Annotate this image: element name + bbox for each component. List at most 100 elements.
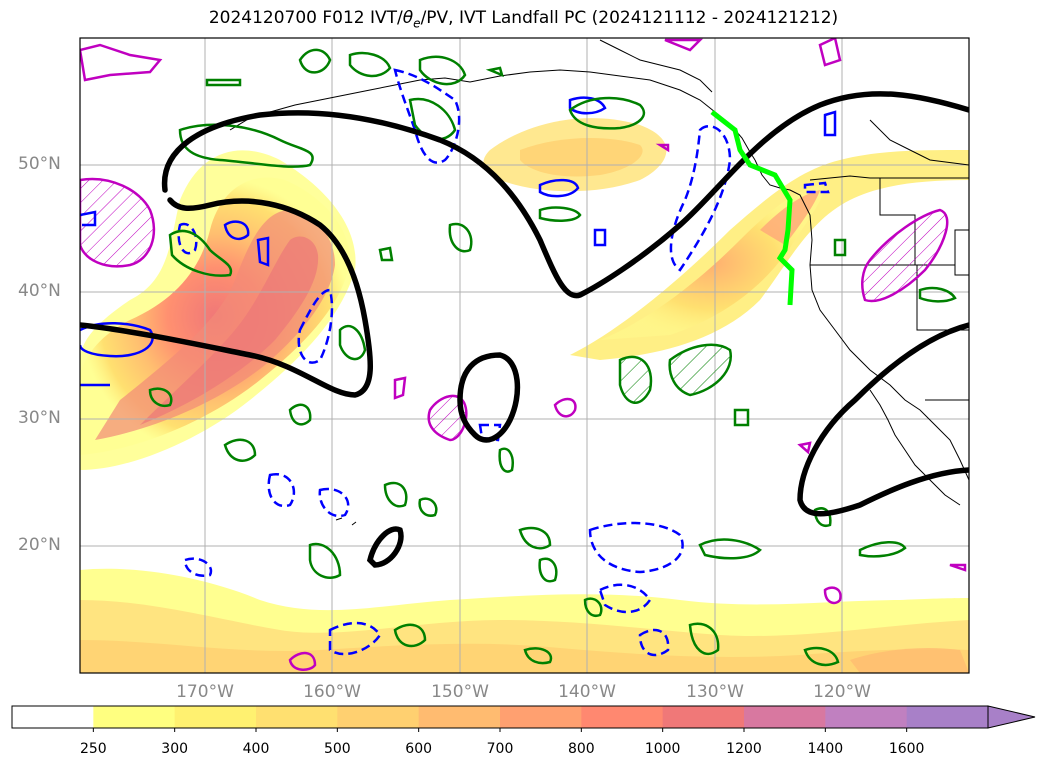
green-contour <box>733 408 750 427</box>
lon-label: 140°W <box>558 682 616 702</box>
lat-label: 30°N <box>18 408 61 428</box>
colorbar-label: 1000 <box>644 741 681 757</box>
pv-contour <box>655 143 670 153</box>
green-contour <box>833 238 847 257</box>
green-contour <box>498 447 514 473</box>
pv-contour <box>553 397 577 418</box>
lon-label: 130°W <box>686 682 744 702</box>
title-suffix: /PV, IVT Landfall PC (2024121112 - 20241… <box>420 8 839 28</box>
green-contour <box>518 526 552 550</box>
pv-contour <box>861 208 949 303</box>
green-contour <box>348 51 392 78</box>
colorbar-label: 300 <box>161 741 189 757</box>
colorbar-swatch <box>337 706 420 728</box>
pv-contour <box>80 43 163 82</box>
colorbar-swatch <box>174 706 257 728</box>
green-contour <box>698 538 762 560</box>
colorbar-label: 400 <box>242 741 270 757</box>
theta-e-dashed-contour <box>478 423 502 442</box>
title-theta: θ <box>402 8 414 28</box>
theta-e-dashed-contour <box>177 222 198 255</box>
hawaii-2 <box>351 521 357 526</box>
pv-contour <box>949 563 967 572</box>
colorbar-swatch <box>906 706 989 728</box>
pc-contour-north <box>161 91 969 299</box>
green-contour <box>583 597 603 617</box>
theta-e-dashed-contour <box>393 68 461 164</box>
green-contour <box>668 343 733 397</box>
alaska-inlet <box>599 39 713 93</box>
pc-contour-southeast <box>797 322 969 517</box>
green-contour <box>448 222 473 253</box>
green-contour <box>418 55 467 86</box>
colorbar-extend-arrow <box>987 705 1036 729</box>
green-contour <box>168 229 233 277</box>
pc-contour-small <box>366 526 404 568</box>
colorbar-label: 1200 <box>726 741 762 757</box>
colorbar-swatch <box>825 706 908 728</box>
landfall-line <box>710 110 795 306</box>
pv-contour <box>823 586 842 605</box>
green-contour <box>418 497 438 517</box>
pc-contour-closed <box>457 352 521 443</box>
pv-contours <box>80 38 967 671</box>
colorbar-label: 500 <box>323 741 351 757</box>
lon-label: 170°W <box>176 682 234 702</box>
theta-e-contour <box>538 178 580 198</box>
pv-contour <box>80 177 156 268</box>
green-contour <box>813 507 832 527</box>
lat-label: 20°N <box>18 535 61 555</box>
baja-coast <box>869 389 961 506</box>
colorbar-swatch <box>662 706 745 728</box>
theta-e-contour <box>593 228 607 247</box>
colorbar-label: 800 <box>567 741 595 757</box>
pv-contour <box>818 38 842 67</box>
colorbar-swatch <box>744 706 826 728</box>
green-contour <box>803 646 840 667</box>
pc-contour-west <box>80 197 374 398</box>
green-contours <box>148 48 957 667</box>
colorbar-label: 1600 <box>888 741 925 757</box>
colorbar-label: 600 <box>405 741 433 757</box>
theta-e-dashed-contour <box>183 557 213 577</box>
pv-contour <box>288 651 317 671</box>
green-contour <box>393 623 427 648</box>
green-contour <box>223 438 257 462</box>
theta-e-dashed-contour <box>669 125 732 272</box>
colorbar <box>11 705 1036 732</box>
green-contour <box>523 647 553 665</box>
bc-coast <box>869 119 969 166</box>
theta-e-contour <box>256 236 270 267</box>
theta-e-dashed-contour <box>318 487 350 518</box>
theta-e-dashed-contours <box>177 68 830 657</box>
theta-e-contour <box>80 210 97 227</box>
lat-label: 50°N <box>18 154 61 174</box>
colorbar-swatch <box>418 706 501 728</box>
theta-e-dashed-contour <box>588 521 684 574</box>
green-contour <box>148 387 173 407</box>
state-border-4 <box>954 229 969 276</box>
green-contour <box>378 246 394 262</box>
theta-e-contours <box>80 96 837 387</box>
theta-e-dashed-contour <box>638 628 670 657</box>
green-contour <box>308 542 342 579</box>
lon-label: 160°W <box>303 682 361 702</box>
theta-e-dashed-contour <box>598 583 652 614</box>
map-title: 2024120700 F012 IVT/θe/PV, IVT Landfall … <box>0 8 1047 30</box>
colorbar-label: 1400 <box>807 741 844 757</box>
title-prefix: 2024120700 F012 IVT/ <box>208 8 403 28</box>
lon-label: 150°W <box>431 682 489 702</box>
pv-contour <box>797 441 812 455</box>
colorbar-swatch <box>256 706 338 728</box>
green-contour <box>178 123 314 168</box>
lat-label: 40°N <box>18 281 61 301</box>
colorbar-swatch <box>93 706 176 728</box>
map-frame <box>79 37 970 674</box>
pv-contour <box>393 376 407 400</box>
us-canada-border <box>809 175 969 181</box>
theta-e-contour <box>223 220 250 241</box>
theta-e-contour <box>823 110 837 137</box>
green-contour <box>688 622 720 656</box>
pv-contour <box>427 394 468 442</box>
